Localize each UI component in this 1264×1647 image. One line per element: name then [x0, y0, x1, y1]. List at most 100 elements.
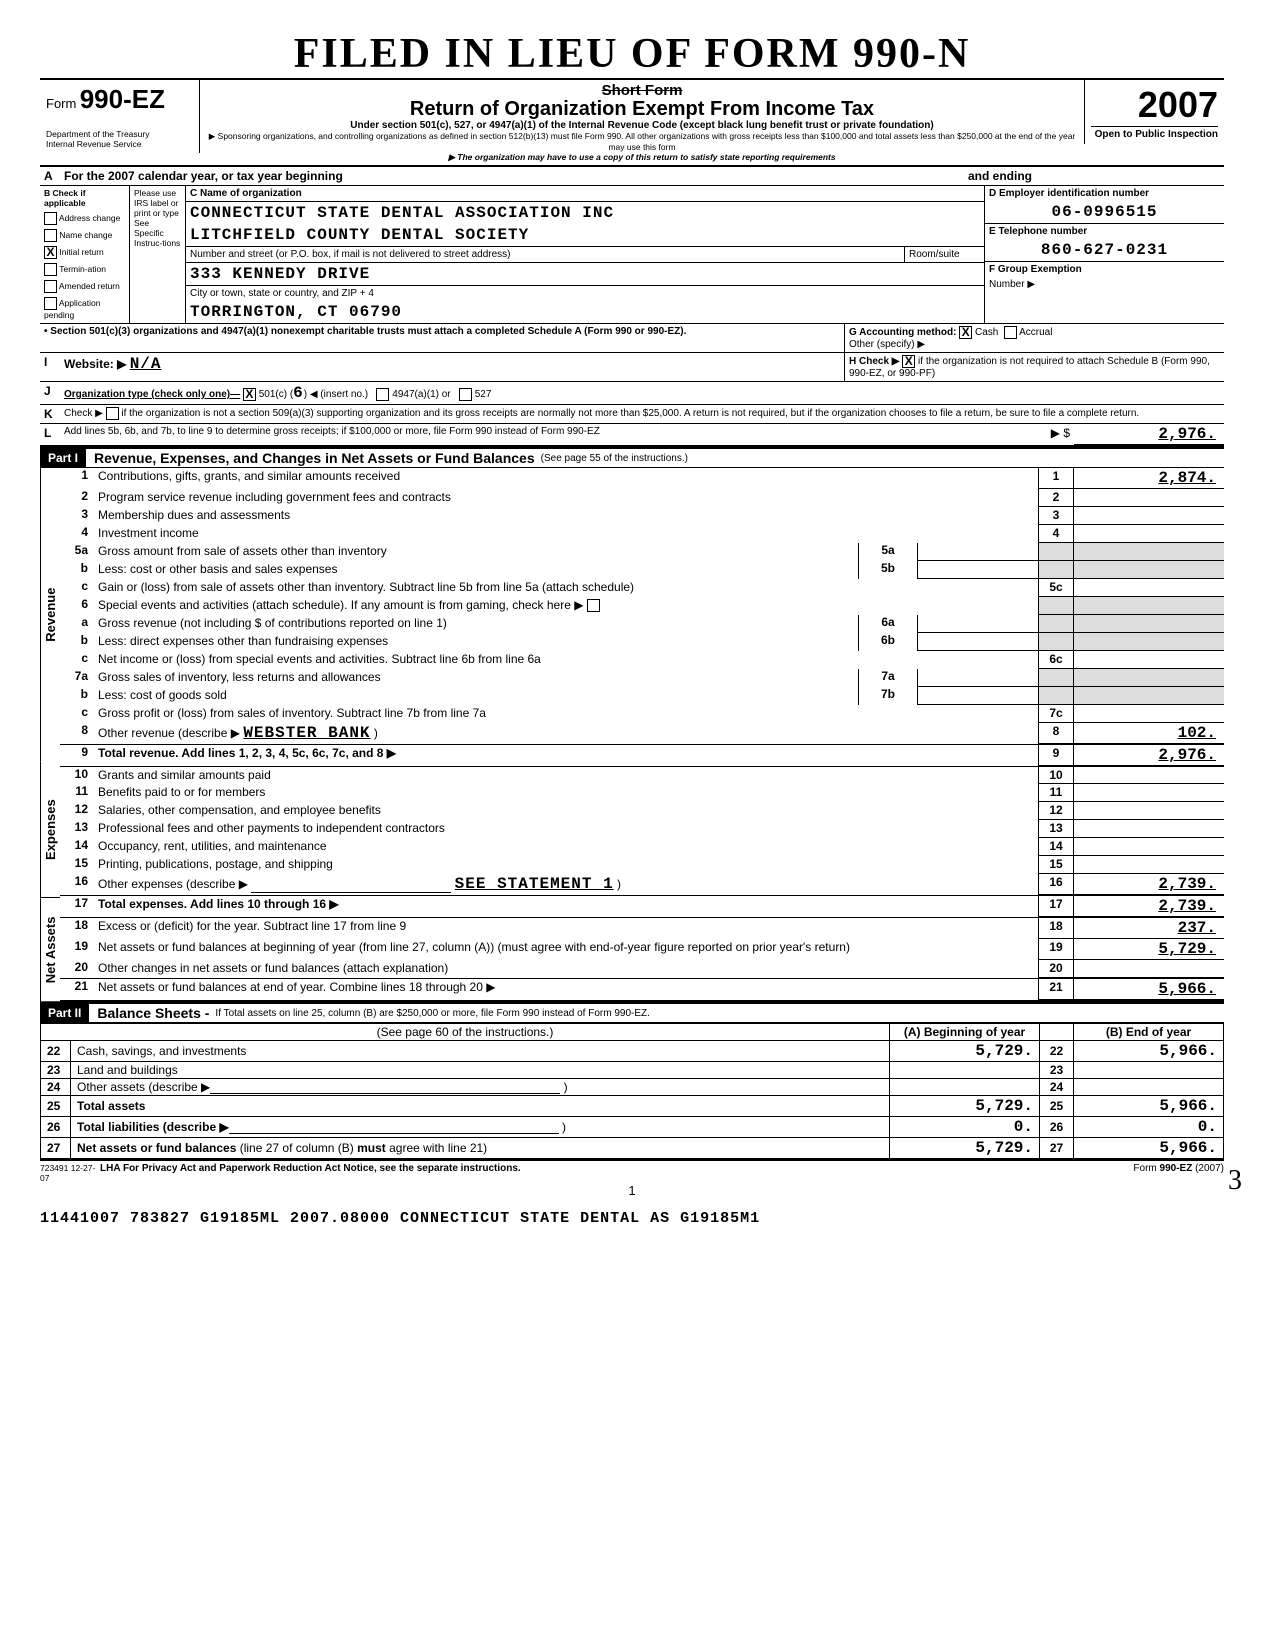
box-c: C Name of organization CONNECTICUT STATE… [186, 186, 984, 323]
line-5b-desc: Less: cost or other basis and sales expe… [94, 561, 858, 579]
title: Return of Organization Exempt From Incom… [208, 99, 1076, 120]
revenue-label: Revenue [40, 468, 60, 762]
line-4-desc: Investment income [94, 525, 1038, 543]
line-6c-desc: Net income or (loss) from special events… [94, 651, 1038, 669]
bal-25-a: 5,729. [890, 1096, 1040, 1117]
part1-header: Part I Revenue, Expenses, and Changes in… [40, 447, 1224, 468]
chk-gaming[interactable] [587, 599, 600, 612]
chk-501c[interactable]: X [243, 388, 256, 401]
phone: 860-627-0231 [985, 239, 1224, 262]
line-21-desc: Net assets or fund balances at end of ye… [98, 980, 483, 994]
d-label: D Employer identification number [985, 186, 1224, 201]
ein: 06-0996515 [985, 201, 1224, 224]
city-label: City or town, state or country, and ZIP … [186, 286, 984, 301]
please-use: Please use IRS label or print or type Se… [130, 186, 186, 323]
line-1-amt: 2,874. [1074, 468, 1224, 489]
f-label: F Group Exemption [985, 262, 1224, 277]
line-19-amt: 5,729. [1074, 939, 1224, 960]
netassets-label: Net Assets [40, 898, 60, 1002]
line-l: L Add lines 5b, 6b, and 7b, to line 9 to… [40, 424, 1224, 447]
form-label: Form [46, 96, 76, 111]
website: N/A [130, 355, 162, 373]
g-other: Other (specify) ▶ [849, 339, 1220, 350]
line-j: J Organization type (check only one)— X … [40, 382, 1224, 405]
bal-27-a: 5,729. [890, 1138, 1040, 1159]
org-name-2: LITCHFIELD COUNTY DENTAL SOCIETY [186, 224, 984, 247]
part2-hdr: Part II [40, 1004, 89, 1022]
dept: Department of the Treasury [46, 129, 193, 139]
b-label: Check if applicable [44, 188, 86, 208]
line-7a-desc: Gross sales of inventory, less returns a… [94, 669, 858, 687]
line-6b-desc: Less: direct expenses other than fundrai… [94, 633, 858, 651]
chk-address[interactable] [44, 212, 57, 225]
handwritten-banner: FILED IN LIEU OF FORM 990-N [40, 30, 1224, 78]
line-20-desc: Other changes in net assets or fund bala… [94, 960, 1038, 978]
lha: LHA For Privacy Act and Paperwork Reduct… [100, 1163, 1064, 1183]
subtitle2: ▶ Sponsoring organizations, and controll… [208, 131, 1076, 152]
i-h-row: I Website: ▶ N/A H Check ▶ X if the orga… [40, 353, 1224, 382]
box-def: D Employer identification number 06-0996… [984, 186, 1224, 323]
line-k: K Check ▶ if the organization is not a s… [40, 405, 1224, 424]
chk-4947[interactable] [376, 388, 389, 401]
chk-cash[interactable]: X [959, 326, 972, 339]
line-7b-desc: Less: cost of goods sold [94, 687, 858, 705]
line-9-amt: 2,976. [1074, 745, 1224, 766]
line-8-extra: WEBSTER BANK [243, 724, 370, 742]
i-label: Website: ▶ [64, 357, 126, 371]
bal-26-a: 0. [890, 1117, 1040, 1138]
line-19-desc: Net assets or fund balances at beginning… [94, 939, 1038, 960]
room-label: Room/suite [904, 247, 984, 262]
form-header: Form 990-EZ Department of the Treasury I… [40, 78, 1224, 167]
bal-27-b: 5,966. [1074, 1138, 1224, 1159]
line-a-begin: For the 2007 calendar year, or tax year … [64, 169, 343, 183]
line-15-desc: Printing, publications, postage, and shi… [94, 856, 1038, 874]
box-h: H Check ▶ X if the organization is not r… [844, 353, 1224, 381]
line-16-desc: Other expenses (describe ▶ [98, 877, 248, 891]
chk-term[interactable] [44, 263, 57, 276]
bal-26-b: 0. [1074, 1117, 1224, 1138]
form-code: 723491 12-27-07 [40, 1163, 100, 1183]
city: TORRINGTON, CT 06790 [186, 301, 984, 323]
handwritten-page-num: 3 [1228, 1165, 1242, 1197]
line-6a-desc: Gross revenue (not including $ of contri… [94, 615, 858, 633]
page: FILED IN LIEU OF FORM 990-N Form 990-EZ … [40, 30, 1224, 1227]
chk-amended[interactable] [44, 280, 57, 293]
identity-block: B Check if applicable Address change Nam… [40, 186, 1224, 323]
year: 2007 [1091, 84, 1218, 126]
street-label: Number and street (or P.O. box, if mail … [186, 247, 904, 262]
box-g: G Accounting method: X Cash Accrual Othe… [844, 324, 1224, 352]
line-14-desc: Occupancy, rent, utilities, and maintena… [94, 838, 1038, 856]
bal-22-a: 5,729. [890, 1041, 1040, 1062]
bal-22-b: 5,966. [1074, 1041, 1224, 1062]
line-18-desc: Excess or (deficit) for the year. Subtra… [94, 918, 1038, 939]
c-label: C Name of organization [190, 188, 302, 199]
chk-initial[interactable]: X [44, 246, 57, 259]
chk-app[interactable] [44, 297, 57, 310]
bal-22-desc: Cash, savings, and investments [71, 1041, 890, 1062]
j-insert: 6 [293, 384, 304, 402]
form-number: 990-EZ [80, 84, 165, 114]
f-sub: Number ▶ [985, 277, 1224, 292]
chk-h[interactable]: X [902, 355, 915, 368]
part1-hdr: Part I [40, 449, 86, 467]
line-16-amt: 2,739. [1074, 874, 1224, 895]
open-inspection: Open to Public Inspection [1091, 126, 1218, 140]
chk-accrual[interactable] [1004, 326, 1017, 339]
line-11-desc: Benefits paid to or for members [94, 784, 1038, 802]
chk-k[interactable] [106, 407, 119, 420]
line-2-desc: Program service revenue including govern… [94, 489, 1038, 507]
part2-note: If Total assets on line 25, column (B) a… [209, 1008, 649, 1019]
org-name-1: CONNECTICUT STATE DENTAL ASSOCIATION INC [186, 202, 984, 224]
chk-name[interactable] [44, 229, 57, 242]
balance-table: (See page 60 of the instructions.) (A) B… [40, 1023, 1224, 1159]
line-13-desc: Professional fees and other payments to … [94, 820, 1038, 838]
bullet-501c3: • Section 501(c)(3) organizations and 49… [40, 324, 844, 352]
e-label: E Telephone number [985, 224, 1224, 239]
bal-26-desc: Total liabilities (describe ▶ [77, 1120, 229, 1134]
line-9-desc: Total revenue. Add lines 1, 2, 3, 4, 5c,… [98, 746, 383, 760]
expenses-label: Expenses [40, 762, 60, 898]
chk-527[interactable] [459, 388, 472, 401]
line-10-desc: Grants and similar amounts paid [94, 767, 1038, 784]
line-a: A For the 2007 calendar year, or tax yea… [40, 167, 1224, 186]
part2-title: Balance Sheets - [89, 1005, 209, 1021]
